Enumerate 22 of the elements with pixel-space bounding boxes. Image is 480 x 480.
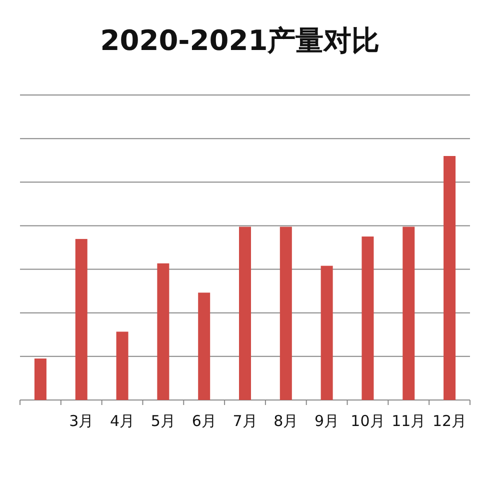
x-tick-label: 4月 [110, 412, 135, 430]
x-tick-label: 10月 [350, 412, 385, 430]
bar [320, 266, 333, 400]
x-tick-label: 12月 [432, 412, 467, 430]
bar [280, 226, 292, 400]
x-tick-label: 8月 [274, 412, 298, 430]
x-tick-label: 6月 [192, 412, 216, 430]
bar [444, 156, 456, 400]
x-tick-label: 7月 [232, 412, 258, 430]
x-tick-label: 5月 [150, 412, 176, 430]
bar [239, 226, 251, 400]
x-tick-label: 9月 [314, 412, 340, 430]
chart-title: 2020-2021产量对比 [100, 24, 380, 57]
bar [75, 238, 88, 400]
x-tick-label: 3月 [69, 412, 94, 430]
bar [362, 236, 374, 400]
bar [198, 292, 210, 400]
bar [157, 263, 170, 400]
x-tick-label: 11月 [392, 412, 426, 430]
bar [116, 332, 128, 400]
bar [402, 226, 415, 400]
bar [34, 358, 46, 400]
